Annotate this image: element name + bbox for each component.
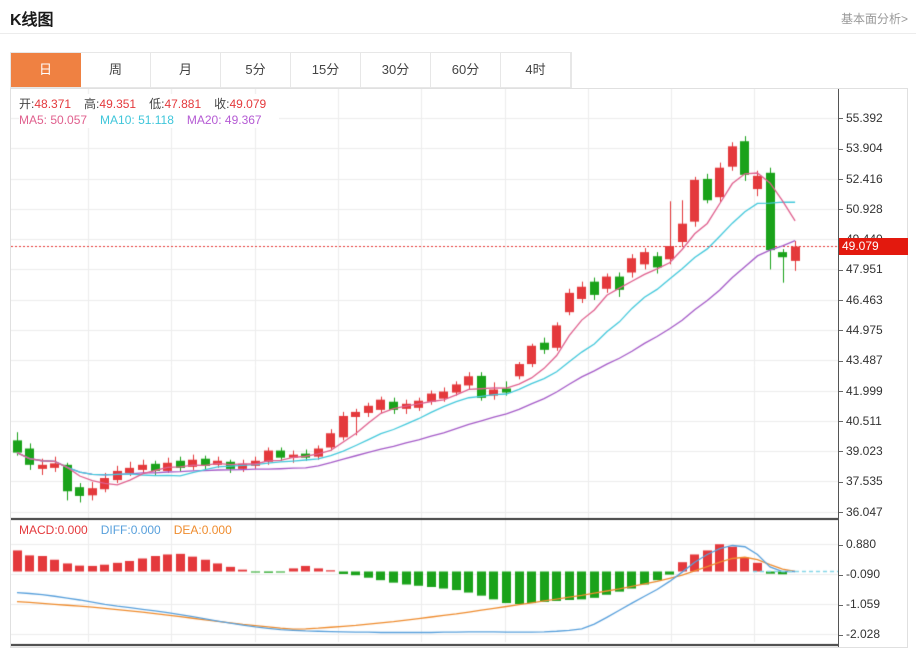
tab-周[interactable]: 周 — [81, 53, 151, 87]
page-title: K线图 — [10, 12, 54, 29]
kline-canvas[interactable] — [11, 89, 838, 647]
macd-legend: MACD:0.000 DIFF:0.000 DEA:0.000 — [19, 522, 249, 538]
tab-5分[interactable]: 5分 — [221, 53, 291, 87]
macd-axis-label: 0.880 — [839, 536, 876, 552]
header: K线图 基本面分析> — [0, 0, 916, 33]
tab-4时[interactable]: 4时 — [501, 53, 571, 87]
price-axis-label: 47.951 — [839, 261, 883, 277]
fundamental-analysis-link[interactable]: 基本面分析> — [840, 12, 908, 26]
legend-item: MA5: 50.057 — [19, 113, 88, 127]
legend-item: DIFF:0.000 — [100, 523, 161, 537]
legend-item: MA20: 49.367 — [186, 113, 262, 127]
legend-item: MACD:0.000 — [19, 523, 88, 537]
price-axis-label: 40.511 — [839, 413, 882, 429]
macd-axis-label: -2.028 — [839, 626, 880, 642]
header-divider — [0, 33, 916, 34]
macd-axis-label: -0.090 — [839, 566, 880, 582]
tab-月[interactable]: 月 — [151, 53, 221, 87]
price-axis: 55.39253.90452.41650.92849.44047.95146.4… — [838, 89, 907, 647]
ohlc-legend: 开:48.371 高:49.351 低:47.881 收:49.079 — [19, 94, 284, 113]
legend-item: 高:49.351 — [84, 97, 137, 111]
ma-legend: MA5: 50.057 MA10: 51.118 MA20: 49.367 — [19, 112, 279, 128]
legend-item: 开:48.371 — [19, 97, 72, 111]
price-axis-label: 44.975 — [839, 322, 883, 338]
legend-item: 收:49.079 — [214, 97, 267, 111]
current-price-badge: 49.079 — [839, 238, 908, 255]
tab-bar: 日周月 5分 15分 30分 60分 4时 — [10, 52, 572, 88]
tab-15分[interactable]: 15分 — [291, 53, 361, 87]
legend-item: MA10: 51.118 — [100, 113, 174, 127]
price-axis-label: 37.535 — [839, 473, 883, 489]
legend-item: DEA:0.000 — [173, 523, 232, 537]
price-axis-label: 55.392 — [839, 110, 883, 126]
price-axis-label: 46.463 — [839, 292, 883, 308]
legend-item: 低:47.881 — [149, 97, 202, 111]
tab-30分[interactable]: 30分 — [361, 53, 431, 87]
price-axis-label: 52.416 — [839, 171, 883, 187]
price-axis-label: 50.928 — [839, 201, 883, 217]
price-axis-label: 53.904 — [839, 140, 883, 156]
tab-60分[interactable]: 60分 — [431, 53, 501, 87]
macd-axis-label: -1.059 — [839, 596, 880, 612]
price-axis-label: 36.047 — [839, 504, 883, 520]
price-axis-label: 43.487 — [839, 352, 883, 368]
chart-box: 开:48.371 高:49.351 低:47.881 收:49.079 MA5: 50… — [10, 88, 908, 648]
price-axis-label: 39.023 — [839, 443, 883, 459]
price-axis-label: 41.999 — [839, 383, 883, 399]
tab-日[interactable]: 日 — [11, 53, 81, 87]
